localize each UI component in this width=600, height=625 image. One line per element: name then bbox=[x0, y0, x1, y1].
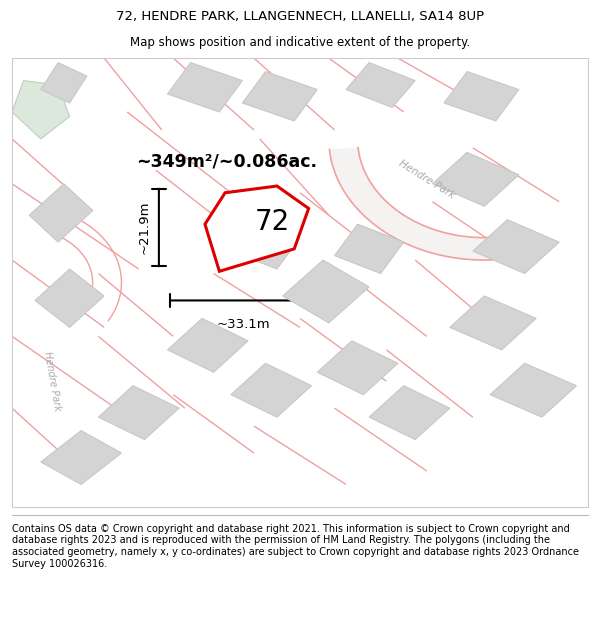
Polygon shape bbox=[167, 62, 242, 112]
Polygon shape bbox=[444, 72, 519, 121]
Polygon shape bbox=[329, 148, 538, 260]
Text: Contains OS data © Crown copyright and database right 2021. This information is : Contains OS data © Crown copyright and d… bbox=[12, 524, 579, 569]
Polygon shape bbox=[98, 386, 179, 439]
Text: 72: 72 bbox=[254, 208, 290, 236]
Polygon shape bbox=[41, 62, 87, 103]
Polygon shape bbox=[167, 318, 248, 372]
Polygon shape bbox=[317, 341, 398, 395]
Polygon shape bbox=[231, 219, 300, 269]
Polygon shape bbox=[242, 72, 317, 121]
Text: 72, HENDRE PARK, LLANGENNECH, LLANELLI, SA14 8UP: 72, HENDRE PARK, LLANGENNECH, LLANELLI, … bbox=[116, 10, 484, 23]
Polygon shape bbox=[231, 363, 311, 417]
Polygon shape bbox=[41, 431, 121, 484]
Polygon shape bbox=[490, 363, 577, 417]
Text: ~33.1m: ~33.1m bbox=[217, 318, 271, 331]
Polygon shape bbox=[473, 219, 559, 274]
Polygon shape bbox=[433, 152, 519, 206]
Text: ~21.9m: ~21.9m bbox=[137, 201, 150, 254]
Polygon shape bbox=[346, 62, 415, 107]
Text: Map shows position and indicative extent of the property.: Map shows position and indicative extent… bbox=[130, 36, 470, 49]
Polygon shape bbox=[12, 81, 70, 139]
Polygon shape bbox=[205, 186, 308, 271]
Polygon shape bbox=[369, 386, 450, 439]
Text: Hendre Park: Hendre Park bbox=[397, 158, 457, 201]
Polygon shape bbox=[450, 296, 536, 350]
Polygon shape bbox=[283, 260, 369, 323]
Text: Hendre Park: Hendre Park bbox=[42, 351, 62, 412]
Polygon shape bbox=[29, 184, 92, 242]
Polygon shape bbox=[35, 269, 104, 328]
Polygon shape bbox=[335, 224, 404, 274]
Text: ~349m²/~0.086ac.: ~349m²/~0.086ac. bbox=[136, 152, 317, 171]
